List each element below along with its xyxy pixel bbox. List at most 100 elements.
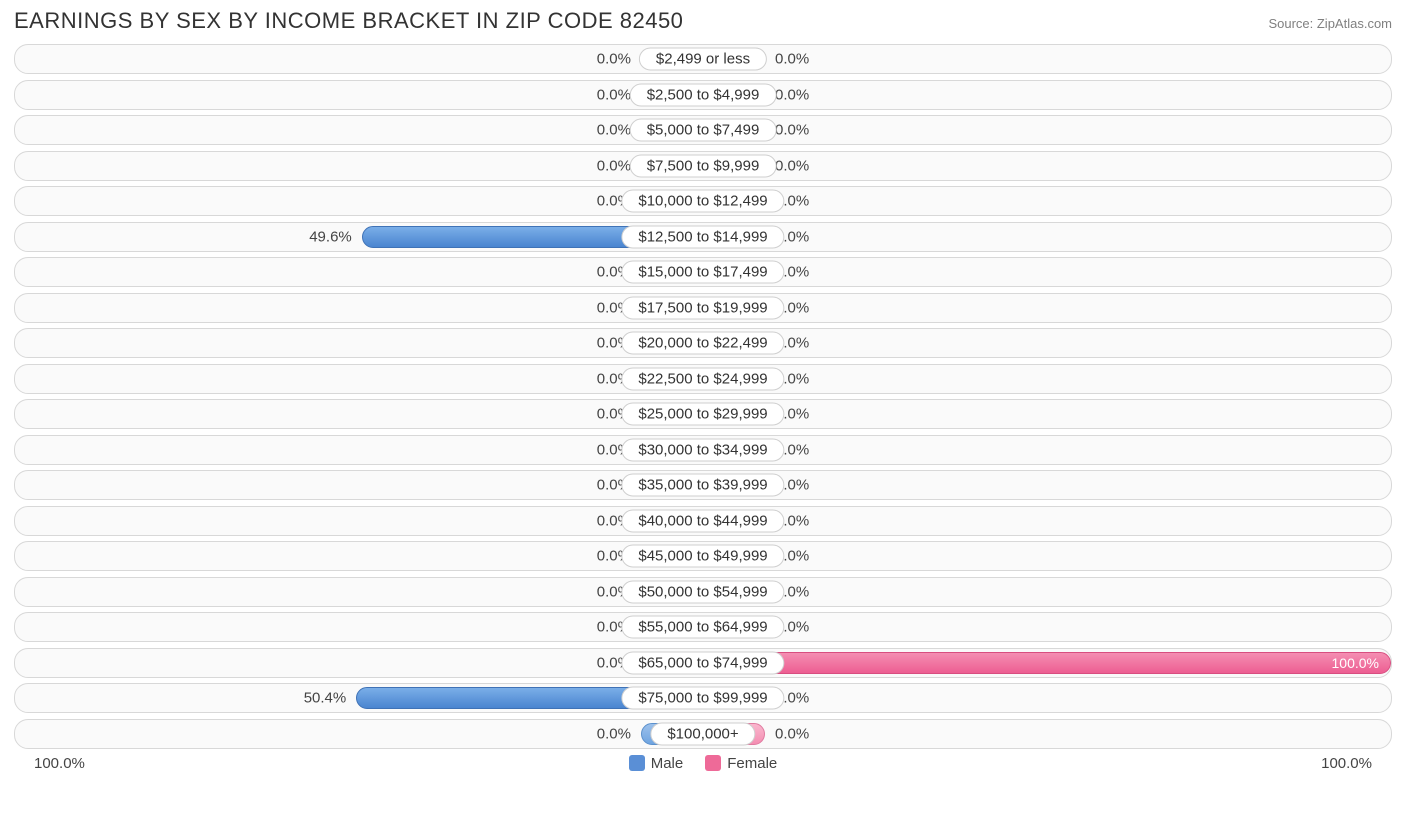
diverging-bar-chart: 0.0%0.0%$2,499 or less0.0%0.0%$2,500 to …: [14, 44, 1392, 749]
male-half: 0.0%: [15, 649, 703, 677]
female-half: 0.0%: [703, 81, 1391, 109]
axis-left-max: 100.0%: [34, 755, 85, 772]
category-label: $12,500 to $14,999: [621, 225, 784, 248]
female-pct: 0.0%: [775, 51, 809, 68]
female-half: 0.0%: [703, 471, 1391, 499]
female-half: 0.0%: [703, 45, 1391, 73]
female-pct: 100.0%: [1332, 655, 1379, 671]
male-half: 0.0%: [15, 45, 703, 73]
male-half: 0.0%: [15, 578, 703, 606]
female-swatch: [705, 755, 721, 771]
female-half: 0.0%: [703, 116, 1391, 144]
chart-row: 0.0%0.0%$30,000 to $34,999: [14, 435, 1392, 465]
male-swatch: [629, 755, 645, 771]
chart-row: 49.6% 0.0%$12,500 to $14,999: [14, 222, 1392, 252]
chart-row: 0.0%0.0%$15,000 to $17,499: [14, 257, 1392, 287]
chart-row: 50.4% 0.0%$75,000 to $99,999: [14, 683, 1392, 713]
female-half: 0.0%: [703, 329, 1391, 357]
male-pct: 0.0%: [597, 122, 631, 139]
male-half: 0.0%: [15, 116, 703, 144]
male-pct: 0.0%: [597, 86, 631, 103]
male-pct: 0.0%: [597, 725, 631, 742]
legend-female: Female: [705, 755, 777, 772]
male-half: 0.0%: [15, 471, 703, 499]
category-label: $40,000 to $44,999: [621, 509, 784, 532]
category-label: $50,000 to $54,999: [621, 580, 784, 603]
legend-male-label: Male: [651, 755, 684, 772]
chart-row: 0.0%0.0%$55,000 to $64,999: [14, 612, 1392, 642]
male-half: 0.0%: [15, 720, 703, 748]
female-pct: 0.0%: [775, 725, 809, 742]
male-half: 49.6%: [15, 223, 703, 251]
category-label: $22,500 to $24,999: [621, 367, 784, 390]
legend-female-label: Female: [727, 755, 777, 772]
chart-row: 0.0% 0.0%$5,000 to $7,499: [14, 115, 1392, 145]
male-half: 0.0%: [15, 365, 703, 393]
female-pct: 0.0%: [775, 157, 809, 174]
male-pct: 0.0%: [597, 51, 631, 68]
category-label: $15,000 to $17,499: [621, 261, 784, 284]
category-label: $20,000 to $22,499: [621, 332, 784, 355]
category-label: $55,000 to $64,999: [621, 616, 784, 639]
category-label: $2,500 to $4,999: [630, 83, 777, 106]
female-pct: 0.0%: [775, 86, 809, 103]
male-pct: 0.0%: [597, 157, 631, 174]
legend-male: Male: [629, 755, 684, 772]
chart-footer: 100.0% Male Female 100.0%: [14, 755, 1392, 772]
male-half: 0.0%: [15, 258, 703, 286]
category-label: $75,000 to $99,999: [621, 687, 784, 710]
category-label: $7,500 to $9,999: [630, 154, 777, 177]
chart-row: 0.0%0.0%$17,500 to $19,999: [14, 293, 1392, 323]
female-half: 0.0%: [703, 507, 1391, 535]
chart-row: 0.0%0.0%$25,000 to $29,999: [14, 399, 1392, 429]
chart-row: 0.0%0.0%$50,000 to $54,999: [14, 577, 1392, 607]
male-half: 0.0%: [15, 152, 703, 180]
category-label: $5,000 to $7,499: [630, 119, 777, 142]
axis-right-max: 100.0%: [1321, 755, 1372, 772]
category-label: $45,000 to $49,999: [621, 545, 784, 568]
chart-row: 0.0% 0.0%$2,500 to $4,999: [14, 80, 1392, 110]
male-half: 50.4%: [15, 684, 703, 712]
female-half: 0.0%: [703, 578, 1391, 606]
category-label: $25,000 to $29,999: [621, 403, 784, 426]
female-half: 0.0%: [703, 613, 1391, 641]
female-half: 100.0%: [703, 649, 1391, 677]
female-half: 0.0%: [703, 720, 1391, 748]
chart-row: 0.0%0.0%$40,000 to $44,999: [14, 506, 1392, 536]
female-half: 0.0%: [703, 223, 1391, 251]
female-half: 0.0%: [703, 152, 1391, 180]
male-half: 0.0%: [15, 81, 703, 109]
male-half: 0.0%: [15, 507, 703, 535]
male-half: 0.0%: [15, 294, 703, 322]
chart-row: 0.0%0.0%$100,000+: [14, 719, 1392, 749]
category-label: $30,000 to $34,999: [621, 438, 784, 461]
female-half: 0.0%: [703, 294, 1391, 322]
chart-row: 0.0%0.0%$45,000 to $49,999: [14, 541, 1392, 571]
female-half: 0.0%: [703, 542, 1391, 570]
chart-header: EARNINGS BY SEX BY INCOME BRACKET IN ZIP…: [14, 8, 1392, 34]
female-bar: [703, 652, 1391, 674]
male-pct: 49.6%: [309, 228, 352, 245]
male-half: 0.0%: [15, 329, 703, 357]
category-label: $35,000 to $39,999: [621, 474, 784, 497]
chart-source: Source: ZipAtlas.com: [1268, 16, 1392, 31]
legend: Male Female: [629, 755, 778, 772]
chart-row: 0.0%0.0%$10,000 to $12,499: [14, 186, 1392, 216]
female-half: 0.0%: [703, 365, 1391, 393]
category-label: $17,500 to $19,999: [621, 296, 784, 319]
female-half: 0.0%: [703, 187, 1391, 215]
female-half: 0.0%: [703, 436, 1391, 464]
category-label: $10,000 to $12,499: [621, 190, 784, 213]
category-label: $2,499 or less: [639, 48, 767, 71]
chart-row: 0.0%0.0%$20,000 to $22,499: [14, 328, 1392, 358]
chart-row: 0.0%0.0%$22,500 to $24,999: [14, 364, 1392, 394]
male-half: 0.0%: [15, 613, 703, 641]
female-half: 0.0%: [703, 400, 1391, 428]
male-pct: 50.4%: [304, 690, 347, 707]
female-half: 0.0%: [703, 684, 1391, 712]
chart-title: EARNINGS BY SEX BY INCOME BRACKET IN ZIP…: [14, 8, 683, 34]
male-half: 0.0%: [15, 542, 703, 570]
male-half: 0.0%: [15, 400, 703, 428]
chart-row: 0.0% 0.0%$7,500 to $9,999: [14, 151, 1392, 181]
chart-row: 0.0%0.0%$35,000 to $39,999: [14, 470, 1392, 500]
